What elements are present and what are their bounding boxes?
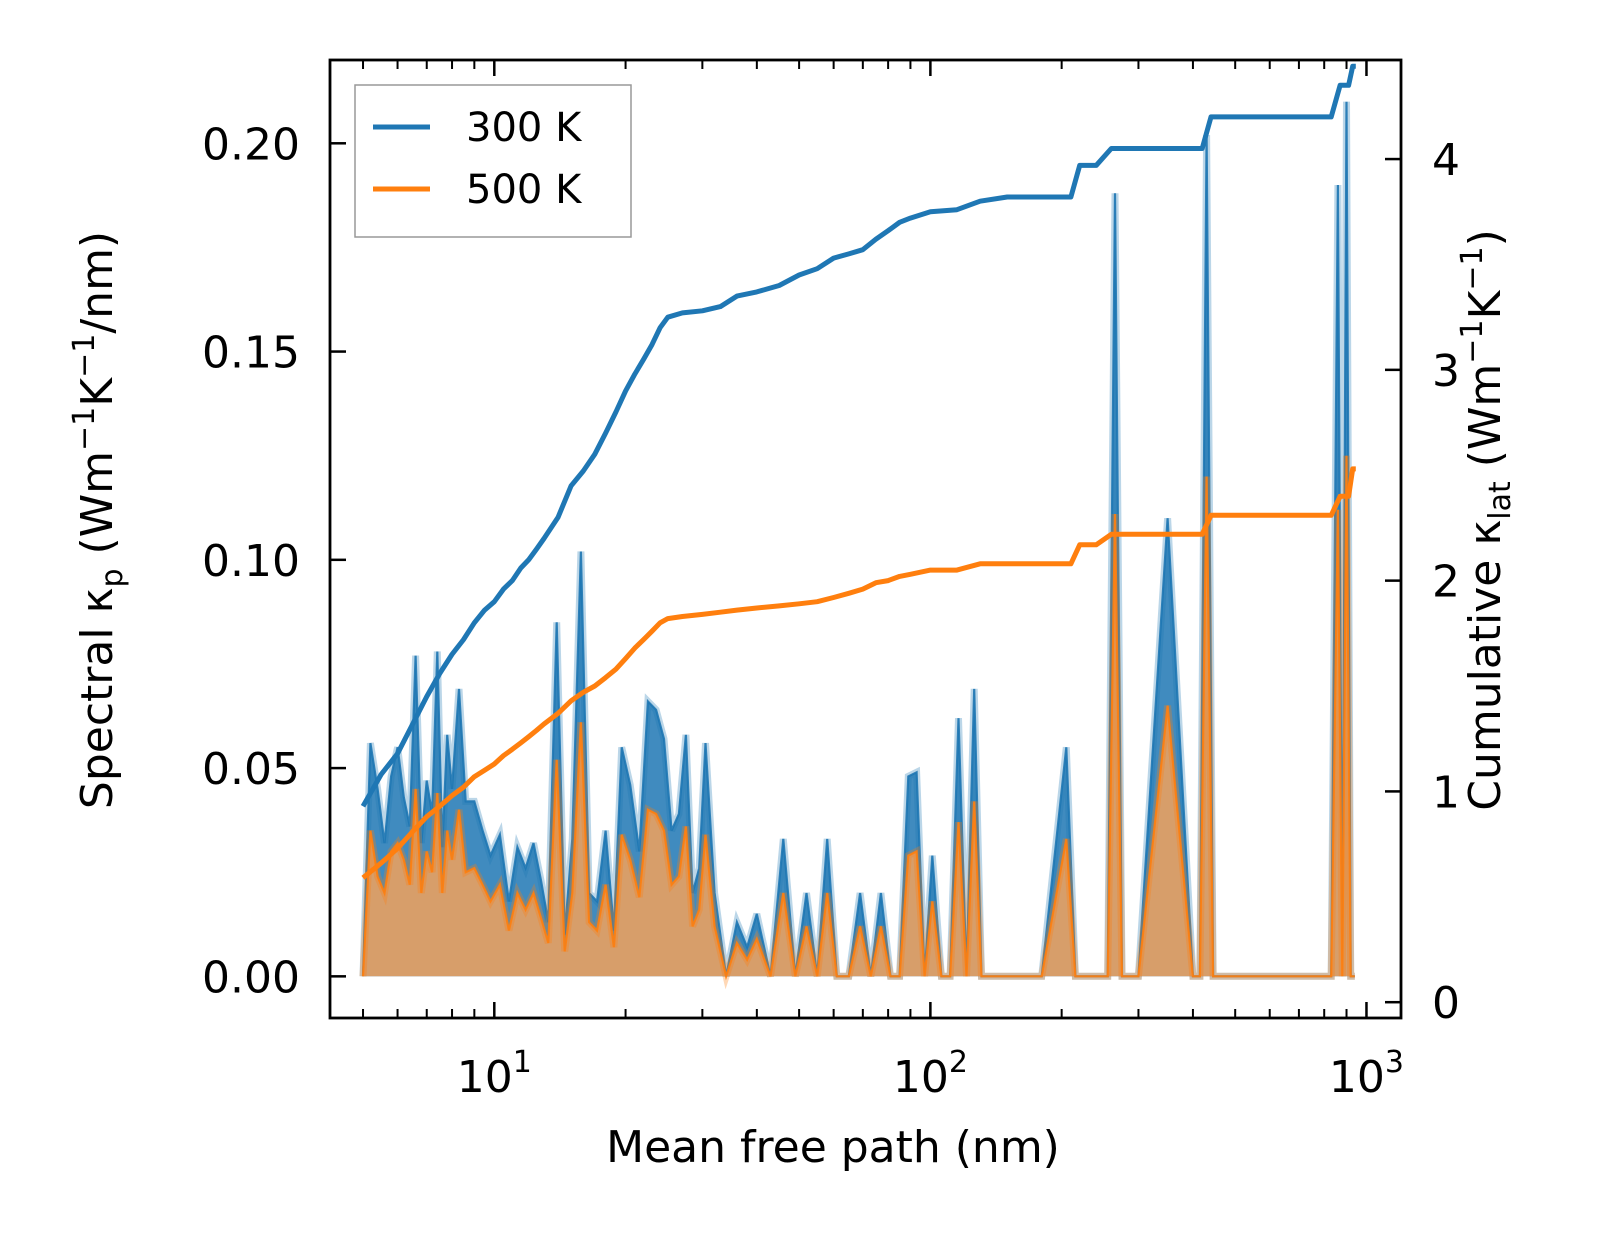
spectral-halo-300k	[359, 101, 1355, 980]
legend-label-300k: 300 K	[466, 105, 583, 151]
y-left-tick-label: 0.00	[202, 952, 300, 1003]
cumulative-layer	[360, 63, 1356, 880]
plot-frame	[328, 58, 1403, 1020]
y-right-tick-label: 3	[1432, 346, 1460, 397]
ticks-layer: 101 102 103 0.00 0.05 0.10 0.15 0.20 0 1 2 3 4	[202, 60, 1460, 1103]
legend-label-500k: 500 K	[466, 167, 583, 213]
x-tick-label: 101	[457, 1045, 532, 1103]
y-axis-right-label: Cumulative κlat (Wm−1K−1)	[1455, 229, 1518, 811]
legend: 300 K 500 K	[354, 84, 632, 238]
x-tick-label: 102	[893, 1045, 968, 1103]
y-right-tick-label: 1	[1432, 767, 1460, 818]
spectral-line-300k	[361, 101, 1355, 978]
y-left-tick-label: 0.05	[202, 744, 300, 795]
spectral-area-500k	[363, 455, 1355, 977]
y-right-tick-label: 0	[1432, 978, 1460, 1029]
spectral-line-500k	[361, 455, 1355, 981]
y-left-tick-label: 0.20	[202, 119, 300, 170]
y-left-tick-label: 0.10	[202, 536, 300, 587]
y-right-tick-label: 2	[1432, 557, 1460, 608]
legend-frame	[354, 84, 632, 238]
y-left-tick-label: 0.15	[202, 328, 300, 379]
cumulative-line-300k	[360, 63, 1356, 808]
spectral-layer	[359, 101, 1355, 990]
x-tick-label: 103	[1329, 1045, 1404, 1103]
cumulative-line-500k	[361, 466, 1356, 880]
x-axis-label: Mean free path (nm)	[606, 1122, 1060, 1173]
y-right-tick-label: 4	[1432, 135, 1460, 186]
spectral-halo-500k	[359, 455, 1355, 990]
y-axis-left-label: Spectral κp (Wm−1K−1/nm)	[67, 231, 130, 809]
